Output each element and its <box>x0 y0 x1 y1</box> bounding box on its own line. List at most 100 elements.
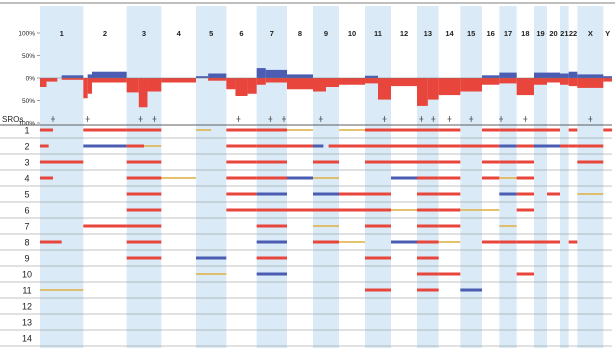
gain-frequency-bar-16 <box>482 75 500 78</box>
loss-frequency-bar-22 <box>568 78 578 87</box>
loss-segment-7 <box>256 176 287 180</box>
loss-segment-12 <box>391 144 417 148</box>
loss-segment-3 <box>126 128 162 132</box>
loss-segment-3 <box>126 240 162 244</box>
loss-segment-X <box>577 144 604 148</box>
loss-segment-7 <box>256 208 287 212</box>
loss-segment-1 <box>40 128 53 132</box>
loss-segment-2 <box>83 224 127 228</box>
loss-frequency-bar-20 <box>547 78 560 83</box>
loss-frequency-bar-5 <box>208 78 227 81</box>
loss-segment-13 <box>417 256 439 260</box>
chromosome-label-3: 3 <box>142 29 146 38</box>
chromosome-label-2: 2 <box>103 29 107 38</box>
chromosome-band-11 <box>365 6 391 348</box>
loss-segment-X <box>577 160 604 164</box>
loss-segment-13 <box>417 288 439 292</box>
loss-frequency-bar-2 <box>87 78 92 94</box>
frequency-tick-label: 50% <box>22 98 35 105</box>
loss-segment-14 <box>438 224 461 228</box>
loss-frequency-bar-Y <box>603 78 612 82</box>
loss-segment-9 <box>313 160 339 164</box>
chromosome-label-17: 17 <box>504 29 512 38</box>
loss-frequency-bar-4 <box>161 78 196 83</box>
chromosome-label-6: 6 <box>239 29 243 38</box>
chromosome-label-20: 20 <box>549 29 557 38</box>
loss-segment-22 <box>568 144 578 148</box>
loss-segment-17 <box>499 128 517 132</box>
gain-frequency-bar-17 <box>499 72 517 78</box>
loss-segment-11 <box>365 128 391 132</box>
chromosome-label-19: 19 <box>536 29 544 38</box>
loss-frequency-bar-18 <box>516 78 534 96</box>
chromosome-labels: 1 2 3 4 5 6 7 8 9 10 11 12 13 14 15 16 17 18 19 20 21 22 X Y <box>60 29 611 38</box>
loss-segment-14 <box>438 176 461 180</box>
loss-segment-3 <box>126 224 162 228</box>
loss-segment-6 <box>226 208 257 212</box>
gain-segment-5 <box>196 256 227 260</box>
chromosome-label-5: 5 <box>209 29 213 38</box>
loss-segment-11 <box>365 144 391 148</box>
other-segment-9 <box>313 177 339 179</box>
loss-segment-1 <box>40 176 53 180</box>
loss-segment-3 <box>126 144 144 148</box>
sample-label-5: 5 <box>24 190 29 200</box>
gain-frequency-bar-22 <box>568 71 578 78</box>
sample-label-9: 9 <box>24 254 29 264</box>
sample-label-13: 13 <box>22 318 32 328</box>
chromosome-band-19 <box>534 6 547 348</box>
loss-segment-1 <box>40 144 49 148</box>
chromosome-band-17 <box>499 6 517 348</box>
loss-segment-20 <box>547 128 560 132</box>
loss-segment-17 <box>499 240 517 244</box>
loss-segment-9 <box>328 144 339 148</box>
chromosome-label-21: 21 <box>560 29 568 38</box>
loss-segment-15 <box>460 144 482 148</box>
loss-segment-13 <box>417 128 439 132</box>
gain-segment-19 <box>534 144 547 148</box>
loss-segment-16 <box>482 240 500 244</box>
chromosome-label-1: 1 <box>60 29 64 38</box>
loss-segment-18 <box>516 144 534 148</box>
sample-label-12: 12 <box>22 302 32 312</box>
loss-segment-7 <box>256 144 287 148</box>
gain-frequency-bar-19 <box>534 72 547 78</box>
gain-segment-9 <box>313 192 339 196</box>
loss-segment-13 <box>417 208 439 212</box>
gain-frequency-bar-11 <box>365 75 378 78</box>
gain-segment-7 <box>256 192 287 196</box>
chromosome-label-11: 11 <box>374 29 382 38</box>
loss-segment-11 <box>365 256 391 260</box>
loss-frequency-bar-9 <box>313 78 326 92</box>
other-segment-15 <box>460 209 482 211</box>
other-segment-X <box>577 193 604 195</box>
loss-segment-18 <box>516 176 534 180</box>
loss-segment-17 <box>499 160 517 164</box>
chromosome-label-10: 10 <box>348 29 356 38</box>
other-segment-3 <box>144 145 162 147</box>
loss-frequency-bar-3 <box>138 78 148 108</box>
loss-segment-12 <box>391 160 417 164</box>
loss-segment-8 <box>287 208 313 212</box>
gain-segment-8 <box>287 176 313 180</box>
loss-segment-14 <box>438 208 461 212</box>
other-segment-8 <box>287 129 313 131</box>
loss-frequency-bar-1 <box>61 78 84 80</box>
loss-segment-22 <box>568 240 578 244</box>
loss-segment-14 <box>438 128 461 132</box>
loss-segment-1 <box>40 160 84 164</box>
loss-segment-13 <box>417 176 439 180</box>
sample-label-3: 3 <box>24 158 29 168</box>
loss-segment-16 <box>482 160 500 164</box>
chromosome-band-5 <box>196 6 227 348</box>
loss-segment-7 <box>256 256 287 260</box>
loss-segment-13 <box>417 272 439 276</box>
loss-segment-13 <box>417 192 439 196</box>
gain-segment-7 <box>256 272 287 276</box>
gain-frequency-bar-1 <box>61 75 84 78</box>
loss-frequency-bar-6 <box>247 78 257 94</box>
loss-segment-18 <box>516 160 534 164</box>
loss-segment-6 <box>226 192 257 196</box>
